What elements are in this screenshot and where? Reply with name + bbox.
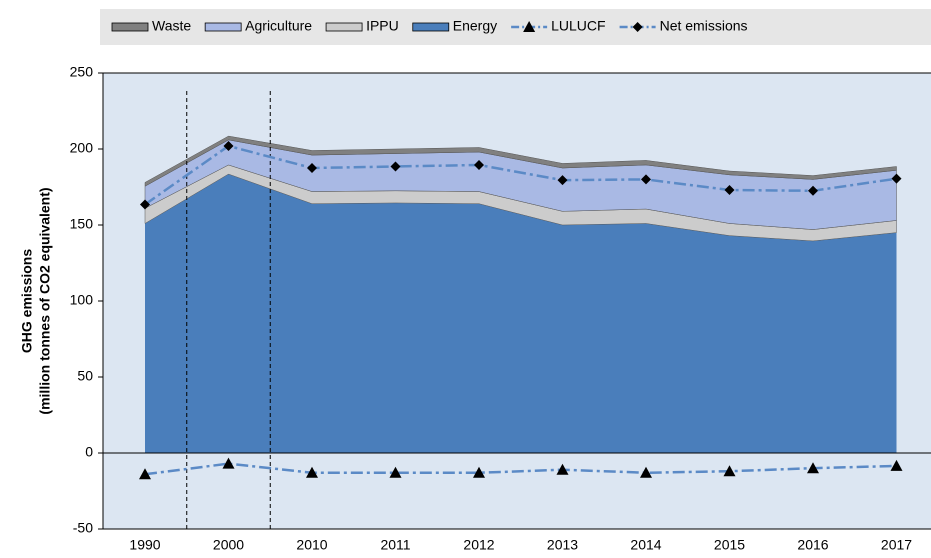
legend-swatch bbox=[111, 22, 149, 32]
y-tick-label: 0 bbox=[85, 444, 93, 460]
legend-label: Energy bbox=[453, 18, 497, 34]
y-axis-title: GHG emissions (million tonnes of CO2 equ… bbox=[19, 187, 53, 414]
legend-label: IPPU bbox=[366, 18, 399, 34]
marker bbox=[891, 173, 902, 184]
legend-marker bbox=[632, 22, 643, 32]
marker bbox=[140, 199, 150, 210]
marker bbox=[473, 466, 485, 478]
legend-label: LULUCF bbox=[551, 18, 605, 34]
legend-swatch bbox=[204, 22, 242, 32]
area bbox=[144, 135, 897, 187]
marker bbox=[389, 466, 402, 478]
x-tick-label: 2015 bbox=[714, 537, 745, 553]
legend-swatch bbox=[325, 22, 363, 32]
marker bbox=[306, 466, 318, 478]
marker bbox=[808, 185, 818, 196]
legend-label: Agriculture bbox=[245, 18, 312, 34]
x-tick-label: 2013 bbox=[547, 537, 578, 553]
x-tick-label: 2010 bbox=[296, 537, 327, 553]
area bbox=[145, 174, 897, 453]
marker bbox=[307, 163, 317, 173]
x-tick-label: 1990 bbox=[129, 537, 160, 553]
marker bbox=[890, 459, 903, 471]
y-tick-label: 200 bbox=[70, 140, 94, 156]
x-tick-label: 2016 bbox=[797, 537, 828, 553]
marker bbox=[640, 466, 652, 478]
y-tick-label: 100 bbox=[70, 292, 94, 308]
line bbox=[144, 462, 897, 476]
marker bbox=[390, 161, 401, 172]
line bbox=[144, 144, 897, 206]
marker bbox=[641, 174, 651, 185]
marker bbox=[223, 140, 234, 151]
marker bbox=[474, 159, 484, 170]
marker bbox=[723, 465, 736, 477]
marker bbox=[139, 468, 151, 480]
x-tick-label: 2011 bbox=[380, 537, 410, 553]
y-tick-label: 150 bbox=[70, 216, 94, 232]
x-tick-label: 2017 bbox=[881, 537, 912, 553]
marker bbox=[222, 457, 235, 469]
x-tick-label: 2014 bbox=[630, 537, 661, 553]
legend-swatch bbox=[412, 22, 450, 32]
y-tick-label: -50 bbox=[73, 520, 93, 536]
marker bbox=[724, 185, 735, 196]
y-tick-label: 250 bbox=[70, 64, 94, 80]
y-axis-title-line: GHG emissions bbox=[19, 249, 35, 353]
marker bbox=[807, 462, 819, 474]
legend-label: Net emissions bbox=[660, 18, 748, 34]
y-axis-title-line: (million tonnes of CO2 equivalent) bbox=[37, 187, 53, 414]
legend-label: Waste bbox=[152, 18, 191, 34]
legend-marker bbox=[523, 21, 536, 32]
marker bbox=[557, 175, 568, 186]
x-tick-label: 2012 bbox=[463, 537, 494, 553]
y-tick-label: 50 bbox=[77, 368, 93, 384]
x-tick-label: 2000 bbox=[213, 537, 244, 553]
marker bbox=[556, 463, 569, 475]
